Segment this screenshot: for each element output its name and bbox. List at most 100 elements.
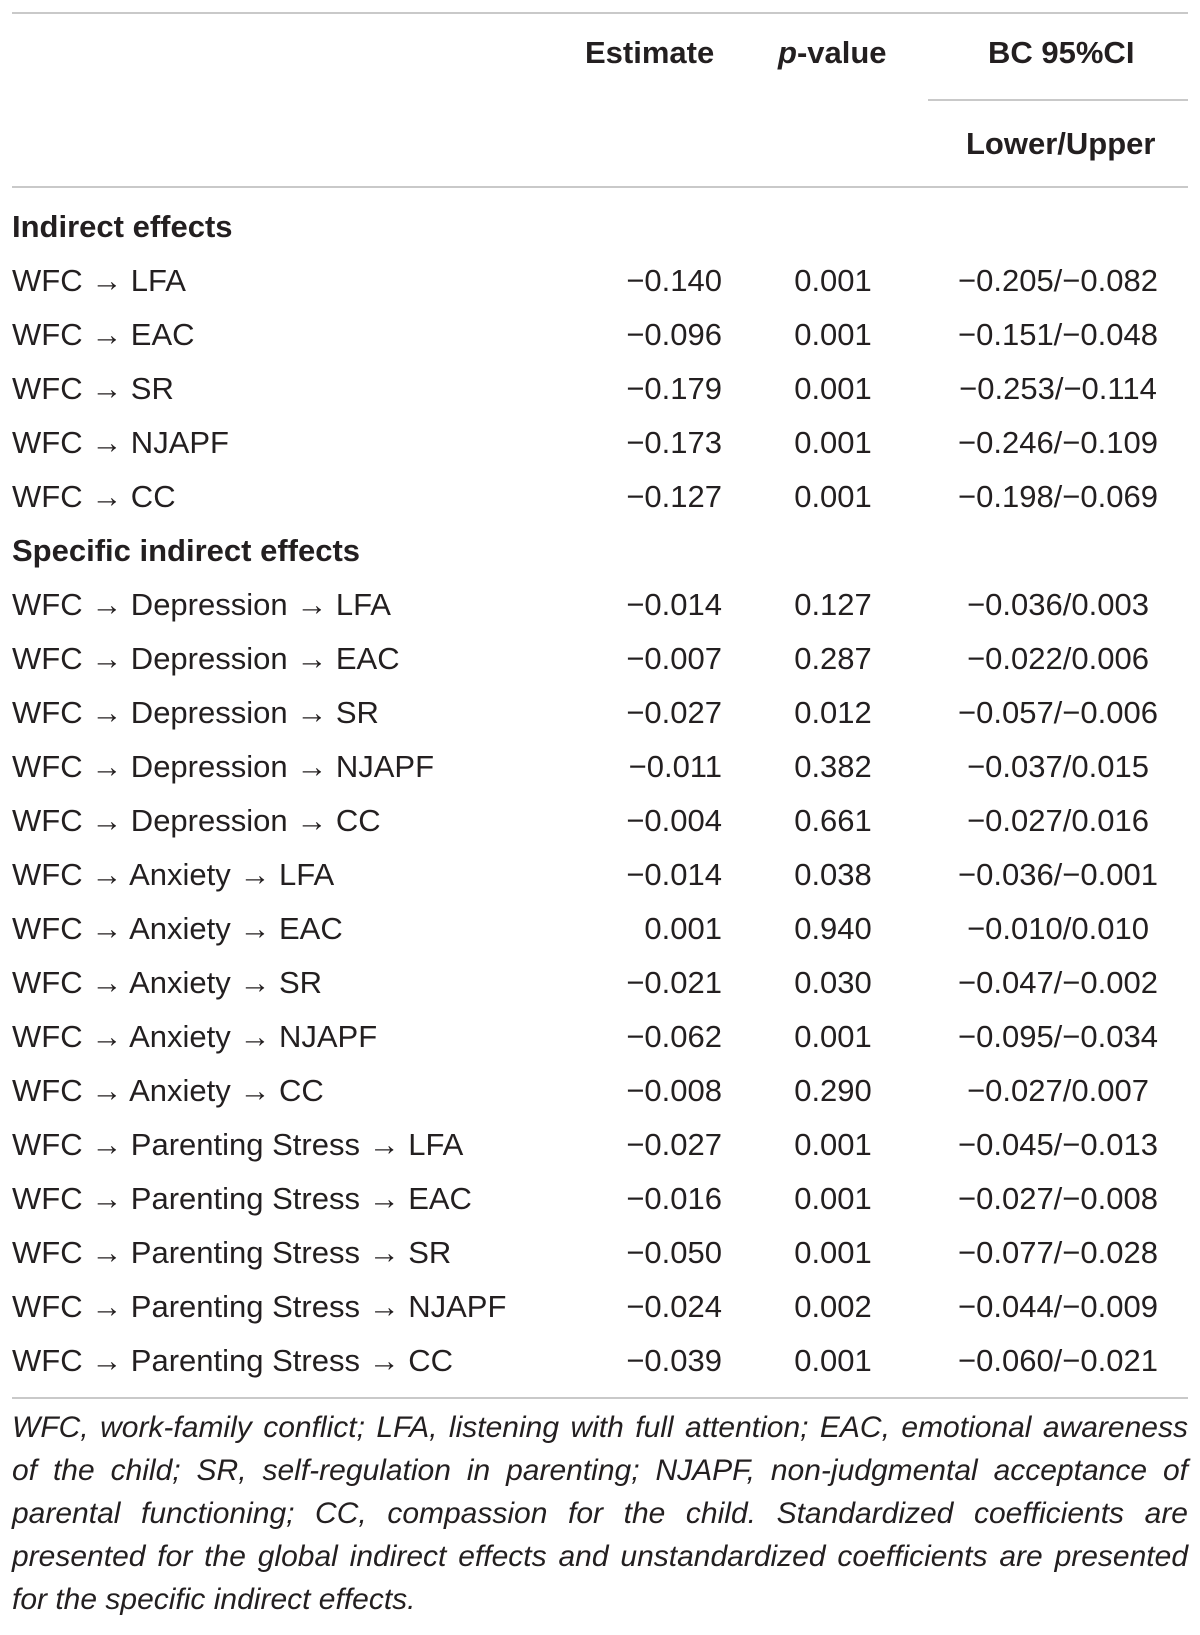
table-row: WFC → Anxiety → CC −0.008 0.290 −0.027/0.00…: [12, 1064, 1188, 1118]
header-rule: [12, 186, 1188, 188]
cell-path: WFC → Parenting Stress → SR: [12, 1235, 452, 1270]
header-estimate: Estimate: [585, 35, 715, 70]
cell-path: WFC → Depression → EAC: [12, 641, 400, 676]
table-row: WFC → Depression → CC −0.004 0.661 −0.027/0…: [12, 794, 1188, 848]
header-lower-upper: Lower/Upper: [966, 126, 1156, 161]
section-heading: Indirect effects: [12, 209, 233, 244]
table-row: WFC → Anxiety → LFA −0.014 0.038 −0.036/−0.…: [12, 848, 1188, 902]
cell-p-value: 0.038: [794, 857, 872, 892]
table-row: WFC → LFA −0.140 0.001 −0.205/−0.082: [12, 254, 1188, 308]
table-row: WFC → Parenting Stress → NJAPF −0.024 0.00…: [12, 1280, 1188, 1334]
cell-p-value: 0.940: [794, 911, 872, 946]
cell-p-value: 0.127: [794, 587, 872, 622]
cell-estimate: −0.096: [626, 317, 722, 352]
table-row: WFC → NJAPF −0.173 0.001 −0.246/−0.109: [12, 416, 1188, 470]
table-row: WFC → SR −0.179 0.001 −0.253/−0.114: [12, 362, 1188, 416]
top-rule: [12, 12, 1188, 14]
cell-ci: −0.022/0.006: [967, 641, 1149, 676]
cell-path: WFC → Depression → NJAPF: [12, 749, 435, 784]
cell-p-value: 0.001: [794, 1181, 872, 1216]
header-p-italic: p: [778, 35, 797, 70]
cell-p-value: 0.290: [794, 1073, 872, 1108]
cell-p-value: 0.001: [794, 1235, 872, 1270]
cell-ci: −0.151/−0.048: [958, 317, 1158, 352]
cell-ci: −0.060/−0.021: [958, 1343, 1158, 1378]
cell-p-value: 0.012: [794, 695, 872, 730]
cell-estimate: −0.039: [626, 1343, 722, 1378]
cell-p-value: 0.382: [794, 749, 872, 784]
cell-estimate: −0.014: [626, 587, 722, 622]
table-row: WFC → Depression → EAC −0.007 0.287 −0.022/…: [12, 632, 1188, 686]
table-body: Indirect effects WFC → LFA −0.140 0.001 −0.2…: [12, 200, 1188, 1388]
cell-path: WFC → LFA: [12, 263, 186, 298]
cell-estimate: −0.179: [626, 371, 722, 406]
cell-estimate: −0.008: [626, 1073, 722, 1108]
cell-p-value: 0.661: [794, 803, 872, 838]
table-row: WFC → Depression → NJAPF −0.011 0.382 −0.03…: [12, 740, 1188, 794]
cell-estimate: −0.050: [626, 1235, 722, 1270]
cell-estimate: −0.173: [626, 425, 722, 460]
cell-path: WFC → Parenting Stress → EAC: [12, 1181, 472, 1216]
cell-p-value: 0.001: [794, 371, 872, 406]
cell-path: WFC → NJAPF: [12, 425, 229, 460]
cell-ci: −0.010/0.010: [967, 911, 1149, 946]
cell-path: WFC → Anxiety → SR: [12, 965, 323, 1000]
cell-p-value: 0.030: [794, 965, 872, 1000]
cell-p-value: 0.001: [794, 479, 872, 514]
cell-ci: −0.095/−0.034: [958, 1019, 1158, 1054]
cell-path: WFC → Anxiety → CC: [12, 1073, 324, 1108]
cell-estimate: −0.027: [626, 1127, 722, 1162]
ci-header-rule: [928, 99, 1188, 101]
cell-path: WFC → SR: [12, 371, 174, 406]
cell-path: WFC → Anxiety → EAC: [12, 911, 343, 946]
cell-estimate: −0.007: [626, 641, 722, 676]
table-row: WFC → Parenting Stress → SR −0.050 0.001 −0…: [12, 1226, 1188, 1280]
cell-estimate: 0.001: [644, 911, 722, 946]
cell-ci: −0.027/0.016: [967, 803, 1149, 838]
section-heading: Specific indirect effects: [12, 533, 361, 568]
header-ci: BC 95%CI: [988, 35, 1135, 70]
bottom-rule: [12, 1397, 1188, 1399]
cell-ci: −0.205/−0.082: [958, 263, 1158, 298]
table-row: WFC → Depression → LFA −0.014 0.127 −0.036/…: [12, 578, 1188, 632]
table-row: WFC → EAC −0.096 0.001 −0.151/−0.048: [12, 308, 1188, 362]
cell-ci: −0.036/0.003: [967, 587, 1149, 622]
cell-path: WFC → Parenting Stress → LFA: [12, 1127, 464, 1162]
table-footnote: WFC, work-family conflict; LFA, listenin…: [12, 1411, 1188, 1616]
cell-ci: −0.246/−0.109: [958, 425, 1158, 460]
table-row: WFC → Parenting Stress → LFA −0.027 0.001 −…: [12, 1118, 1188, 1172]
table-row: WFC → Depression → SR −0.027 0.012 −0.057/−…: [12, 686, 1188, 740]
cell-p-value: 0.001: [794, 263, 872, 298]
cell-ci: −0.077/−0.028: [958, 1235, 1158, 1270]
cell-p-value: 0.001: [794, 425, 872, 460]
cell-estimate: −0.021: [626, 965, 722, 1000]
cell-estimate: −0.004: [626, 803, 722, 838]
cell-path: WFC → EAC: [12, 317, 195, 352]
cell-ci: −0.044/−0.009: [958, 1289, 1158, 1324]
cell-path: WFC → Depression → CC: [12, 803, 381, 838]
cell-ci: −0.027/0.007: [967, 1073, 1149, 1108]
cell-estimate: −0.140: [626, 263, 722, 298]
cell-path: WFC → CC: [12, 479, 176, 514]
table-row: WFC → Parenting Stress → CC −0.039 0.001 −0…: [12, 1334, 1188, 1388]
cell-estimate: −0.011: [628, 749, 722, 784]
cell-ci: −0.036/−0.001: [958, 857, 1158, 892]
table-row: WFC → Anxiety → NJAPF −0.062 0.001 −0.095/−…: [12, 1010, 1188, 1064]
cell-path: WFC → Parenting Stress → CC: [12, 1343, 453, 1378]
cell-p-value: 0.001: [794, 1343, 872, 1378]
cell-path: WFC → Depression → LFA: [12, 587, 391, 622]
cell-estimate: −0.016: [626, 1181, 722, 1216]
table-row: WFC → Anxiety → SR −0.021 0.030 −0.047/−0.0…: [12, 956, 1188, 1010]
cell-path: WFC → Parenting Stress → NJAPF: [12, 1289, 507, 1324]
cell-ci: −0.198/−0.069: [958, 479, 1158, 514]
cell-estimate: −0.127: [626, 479, 722, 514]
cell-ci: −0.037/0.015: [967, 749, 1149, 784]
table-row: WFC → Anxiety → EAC 0.001 0.940 −0.010/0.01…: [12, 902, 1188, 956]
table-row: WFC → Parenting Stress → EAC −0.016 0.001 −…: [12, 1172, 1188, 1226]
cell-estimate: −0.062: [626, 1019, 722, 1054]
cell-estimate: −0.014: [626, 857, 722, 892]
cell-ci: −0.047/−0.002: [958, 965, 1158, 1000]
cell-p-value: 0.001: [794, 317, 872, 352]
header-p-rest: -value: [796, 35, 887, 70]
cell-estimate: −0.024: [626, 1289, 722, 1324]
